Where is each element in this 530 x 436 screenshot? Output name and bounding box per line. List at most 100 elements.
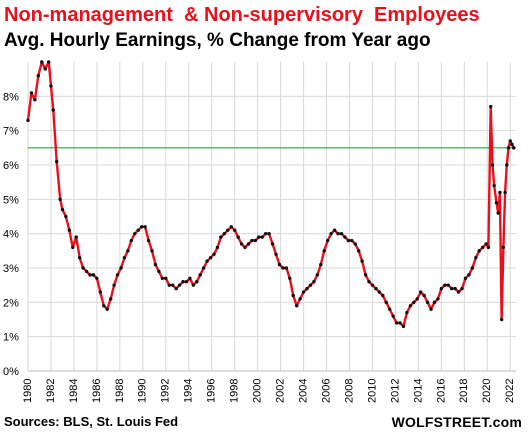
data-point [153, 262, 158, 267]
data-point [501, 245, 506, 250]
data-point [51, 108, 55, 112]
x-tick-label: 2022 [504, 379, 516, 403]
data-point [405, 310, 409, 315]
data-point [49, 84, 53, 88]
data-point [353, 242, 357, 246]
data-point [270, 242, 275, 246]
series-line [26, 60, 515, 328]
x-tick-label: 1990 [137, 379, 149, 403]
data-point [239, 242, 244, 246]
data-point [181, 280, 185, 284]
data-point [215, 245, 220, 250]
data-point [492, 183, 496, 188]
data-point [481, 245, 485, 250]
data-point [394, 321, 399, 325]
y-tick-label: 7% [3, 126, 19, 138]
data-point [356, 249, 361, 253]
data-point [484, 242, 488, 246]
data-point [506, 146, 511, 150]
y-axis-tick-labels: 0% 1% 2% 3% 4% 5% 6% 7% 8% [3, 91, 19, 378]
data-point [486, 245, 491, 250]
data-point [167, 283, 171, 287]
data-point [263, 231, 268, 236]
data-point [418, 290, 423, 294]
data-point [425, 300, 430, 305]
data-point [298, 297, 302, 301]
data-point [463, 276, 468, 280]
data-point [294, 304, 299, 308]
x-tick-label: 1996 [206, 379, 218, 403]
y-tick-label: 8% [3, 91, 19, 103]
data-point [496, 211, 500, 215]
data-point [456, 290, 461, 294]
x-tick-label: 2000 [252, 379, 264, 403]
data-point [329, 231, 333, 236]
data-point [322, 249, 326, 253]
data-point [77, 256, 82, 260]
data-point [449, 286, 454, 291]
data-point [470, 266, 475, 270]
data-point [315, 273, 320, 277]
data-point [108, 297, 113, 301]
y-tick-label: 6% [3, 160, 19, 172]
x-tick-label: 1986 [91, 379, 103, 403]
data-point [205, 259, 209, 263]
data-point [367, 280, 371, 284]
x-tick-label: 1980 [22, 379, 34, 403]
data-point [129, 238, 134, 243]
x-tick-label: 2008 [343, 379, 355, 403]
x-tick-label: 2020 [481, 379, 493, 403]
data-point [164, 276, 168, 280]
brand-label: WOLFSTREET.com [391, 414, 522, 430]
data-point [84, 269, 89, 274]
data-point [446, 283, 450, 287]
data-point [26, 118, 30, 123]
data-point [339, 231, 344, 236]
x-tick-label: 1982 [45, 379, 57, 403]
data-point [277, 262, 282, 267]
data-point [67, 228, 72, 232]
data-point [191, 283, 196, 287]
data-point [212, 252, 216, 256]
data-point [281, 266, 285, 270]
data-point [36, 74, 41, 78]
data-point [91, 273, 96, 277]
data-point [443, 283, 447, 287]
data-point [332, 228, 337, 232]
data-point [232, 228, 237, 232]
data-point [408, 304, 413, 308]
data-point [460, 286, 464, 291]
series-group [26, 60, 516, 329]
data-point [177, 283, 182, 287]
data-point [489, 104, 493, 109]
data-point [308, 283, 313, 287]
data-point [243, 245, 247, 250]
data-point [508, 139, 512, 143]
data-point [219, 235, 223, 239]
data-point [29, 91, 34, 95]
x-tick-label: 2014 [412, 379, 424, 403]
data-point [46, 60, 51, 64]
data-point [105, 307, 109, 311]
data-point [422, 293, 426, 298]
data-point [432, 300, 437, 305]
data-point [288, 276, 292, 280]
data-point [81, 266, 85, 270]
x-tick-label: 2004 [297, 379, 309, 403]
x-tick-label: 1994 [183, 379, 195, 403]
data-point [43, 67, 47, 71]
data-point [139, 225, 144, 229]
data-point [467, 273, 471, 277]
data-point [60, 207, 65, 212]
data-point [343, 235, 347, 239]
x-tick-label: 2012 [389, 379, 401, 403]
data-point [346, 238, 351, 243]
chart-title: Non-management & Non-supervisory Employe… [4, 4, 480, 26]
data-point [377, 290, 382, 294]
data-point [102, 304, 106, 308]
data-point [112, 283, 116, 287]
x-tick-label: 1988 [114, 379, 126, 403]
x-tick-label: 2006 [320, 379, 332, 403]
data-point [498, 190, 502, 195]
